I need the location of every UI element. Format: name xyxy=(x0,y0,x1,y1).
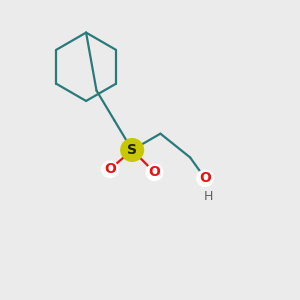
Text: O: O xyxy=(104,162,116,176)
Text: H: H xyxy=(203,190,213,202)
Circle shape xyxy=(196,169,214,187)
Circle shape xyxy=(146,164,164,181)
Text: O: O xyxy=(199,171,211,185)
Circle shape xyxy=(121,139,143,161)
Circle shape xyxy=(101,160,119,178)
Text: O: O xyxy=(148,165,160,179)
Text: S: S xyxy=(127,143,137,157)
